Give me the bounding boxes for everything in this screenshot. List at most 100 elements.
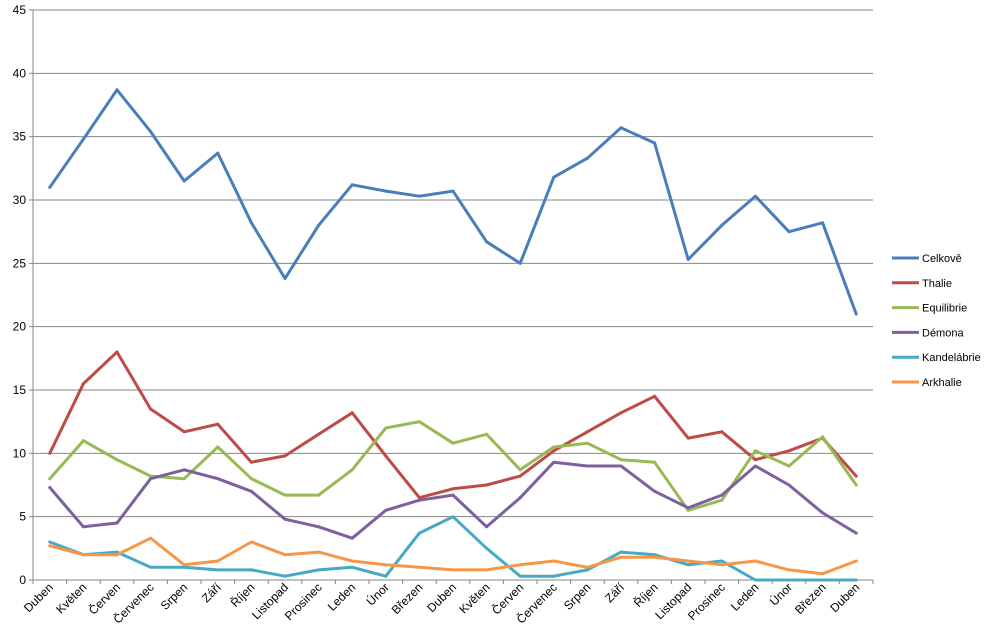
x-tick-label: Květen [53, 580, 89, 616]
data-point [518, 496, 522, 500]
data-point [686, 436, 690, 440]
data-point [249, 540, 253, 544]
data-point [417, 496, 421, 500]
data-point [81, 525, 85, 529]
data-point [552, 460, 556, 464]
data-point [81, 137, 85, 141]
data-point [417, 194, 421, 198]
data-point [115, 88, 119, 92]
data-point [821, 221, 825, 225]
data-point [821, 435, 825, 439]
data-point [115, 458, 119, 462]
data-point [720, 430, 724, 434]
data-point [216, 151, 220, 155]
data-point [518, 261, 522, 265]
series-line-0 [48, 88, 858, 316]
series-lines [48, 88, 858, 582]
data-point [854, 578, 858, 582]
data-point [451, 189, 455, 193]
data-point [384, 574, 388, 578]
x-tick-label: Říjen [630, 580, 660, 610]
x-tick-label: Prosinec [685, 580, 728, 623]
y-tick-label: 25 [13, 256, 27, 270]
data-point [149, 474, 153, 478]
data-point [417, 420, 421, 424]
legend-label: Thalie [922, 278, 952, 290]
data-point [182, 477, 186, 481]
data-point [753, 194, 757, 198]
data-point [350, 565, 354, 569]
x-tick-label: Březen [389, 580, 426, 617]
data-point [485, 568, 489, 572]
data-point [518, 563, 522, 567]
x-tick-label: Leden [325, 580, 358, 613]
data-point [249, 460, 253, 464]
series-line-1 [48, 350, 858, 500]
data-point [653, 555, 657, 559]
legend-label: Kandelábrie [922, 352, 981, 364]
data-point [216, 422, 220, 426]
series-line-3 [48, 460, 858, 540]
legend-item: Thalie [892, 278, 952, 290]
data-point [149, 477, 153, 481]
y-tick-label: 30 [13, 193, 27, 207]
data-point [485, 483, 489, 487]
data-point [787, 483, 791, 487]
data-point [283, 454, 287, 458]
data-point [720, 559, 724, 563]
x-tick-label: Únor [363, 580, 392, 609]
data-point [216, 568, 220, 572]
data-point [787, 230, 791, 234]
data-point [518, 468, 522, 472]
data-point [350, 411, 354, 415]
data-point [552, 574, 556, 578]
data-point [149, 407, 153, 411]
legend-label: Arkhalie [922, 377, 962, 389]
data-point [686, 508, 690, 512]
data-point [149, 536, 153, 540]
data-point [350, 183, 354, 187]
data-point [317, 493, 321, 497]
data-point [787, 568, 791, 572]
data-point [653, 460, 657, 464]
data-point [182, 468, 186, 472]
data-point [350, 536, 354, 540]
data-point [854, 474, 858, 478]
data-point [720, 563, 724, 567]
data-point [48, 486, 52, 489]
data-point [653, 489, 657, 493]
data-point [249, 477, 253, 481]
x-tick-label: Březen [792, 580, 829, 617]
data-point [283, 517, 287, 521]
data-point [585, 430, 589, 434]
y-tick-label: 35 [13, 130, 27, 144]
x-tick-label: Srpen [561, 580, 594, 613]
data-point [216, 445, 220, 449]
data-point [585, 565, 589, 569]
data-point [350, 559, 354, 563]
data-point [149, 565, 153, 569]
data-point [417, 565, 421, 569]
data-point [81, 439, 85, 443]
data-point [384, 563, 388, 567]
data-point [283, 277, 287, 280]
data-point [552, 559, 556, 563]
legend-label: Equilibrie [922, 303, 967, 315]
data-point [384, 454, 388, 458]
data-point [518, 474, 522, 478]
data-point [585, 441, 589, 445]
data-point [283, 553, 287, 557]
data-point [854, 531, 858, 535]
data-point [619, 411, 623, 415]
y-tick-label: 15 [13, 383, 27, 397]
legend: Celkově Thalie Equilibrie Démona Kandelábrie… [892, 253, 981, 389]
data-point [216, 559, 220, 563]
x-tick-label: Duben [21, 580, 56, 615]
data-point [552, 449, 556, 453]
data-point [485, 432, 489, 436]
data-point [48, 544, 52, 548]
data-point [48, 185, 52, 189]
y-tick-label: 0 [19, 573, 26, 587]
data-point [552, 175, 556, 179]
data-point [686, 559, 690, 563]
